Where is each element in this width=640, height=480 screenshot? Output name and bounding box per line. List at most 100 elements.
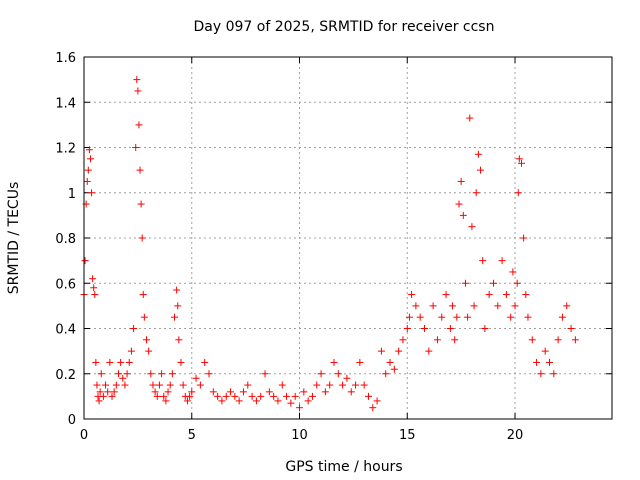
data-point	[472, 189, 480, 197]
data-point	[134, 87, 142, 95]
data-point	[399, 336, 407, 344]
data-point	[416, 313, 424, 321]
data-point	[425, 347, 433, 355]
data-point	[308, 392, 316, 400]
data-point	[81, 257, 89, 265]
y-tick-label: 0.4	[55, 323, 76, 338]
data-point	[554, 336, 562, 344]
data-point	[140, 313, 148, 321]
data-point	[244, 381, 252, 389]
data-point	[507, 313, 515, 321]
data-point	[166, 381, 174, 389]
data-point	[321, 388, 329, 396]
data-point	[339, 381, 347, 389]
x-tick-label: 0	[80, 428, 88, 443]
data-point	[283, 392, 291, 400]
data-point	[209, 388, 217, 396]
data-point	[114, 370, 122, 378]
data-point	[164, 388, 172, 396]
data-point	[155, 381, 163, 389]
data-point	[485, 291, 493, 299]
data-point	[571, 336, 579, 344]
data-point	[343, 374, 351, 382]
data-point	[373, 397, 381, 405]
data-point	[102, 381, 110, 389]
data-point	[133, 76, 141, 84]
data-point	[108, 392, 116, 400]
data-point	[466, 114, 474, 122]
data-point	[421, 325, 429, 332]
data-point	[138, 234, 146, 242]
data-point	[173, 286, 181, 294]
data-point	[248, 392, 256, 400]
data-point	[377, 347, 385, 355]
data-point	[515, 155, 523, 163]
data-point	[168, 370, 176, 378]
data-point	[498, 257, 506, 265]
data-point	[459, 211, 467, 219]
data-point	[112, 381, 120, 389]
data-point	[117, 358, 125, 366]
data-point	[455, 200, 463, 208]
data-point	[461, 279, 469, 287]
data-point	[405, 313, 413, 321]
data-point	[137, 200, 145, 208]
data-point	[91, 291, 99, 299]
data-point	[352, 381, 360, 389]
data-point	[139, 291, 147, 299]
data-point	[192, 374, 200, 382]
data-point	[300, 388, 308, 396]
data-point	[93, 381, 101, 389]
data-point	[524, 313, 532, 321]
data-point	[142, 336, 150, 344]
data-point	[136, 166, 144, 174]
data-point	[464, 313, 472, 321]
data-point	[442, 291, 450, 299]
y-tick-labels: 0 0.2 0.4 0.6 0.8 1 1.2 1.4 1.6	[55, 51, 76, 428]
data-point	[360, 381, 368, 389]
data-point	[188, 388, 196, 396]
data-point	[261, 370, 269, 378]
data-point	[369, 404, 377, 412]
data-point	[567, 325, 575, 332]
data-point	[132, 144, 140, 151]
data-point	[356, 358, 364, 366]
y-tick-label: 1.6	[55, 51, 76, 66]
data-point	[412, 302, 420, 310]
data-point	[489, 279, 497, 287]
data-points	[80, 76, 579, 412]
data-point	[457, 177, 465, 185]
data-point	[494, 302, 502, 310]
data-point	[513, 279, 521, 287]
data-point	[453, 313, 461, 321]
data-point	[183, 397, 191, 405]
data-point	[196, 381, 204, 389]
data-point	[257, 392, 265, 400]
data-point	[252, 397, 260, 405]
data-point	[227, 388, 235, 396]
y-tick-label: 1.4	[55, 96, 76, 111]
data-point	[479, 257, 487, 265]
y-tick-label: 1	[68, 187, 76, 202]
data-point	[533, 358, 541, 366]
data-point	[158, 370, 166, 378]
data-point	[147, 370, 155, 378]
data-point	[201, 358, 209, 366]
data-point	[88, 189, 96, 197]
data-point	[511, 302, 519, 310]
data-point	[145, 347, 153, 355]
data-point	[239, 388, 247, 396]
data-point	[386, 358, 394, 366]
data-point	[231, 392, 239, 400]
data-point	[438, 313, 446, 321]
data-point	[123, 370, 131, 378]
data-point	[110, 388, 118, 396]
data-point	[92, 358, 100, 366]
y-tick-label: 0.8	[55, 232, 76, 247]
x-tick-label: 10	[291, 428, 308, 443]
data-point	[429, 302, 437, 310]
data-point	[222, 392, 230, 400]
data-point	[563, 302, 571, 310]
data-point	[296, 404, 304, 412]
